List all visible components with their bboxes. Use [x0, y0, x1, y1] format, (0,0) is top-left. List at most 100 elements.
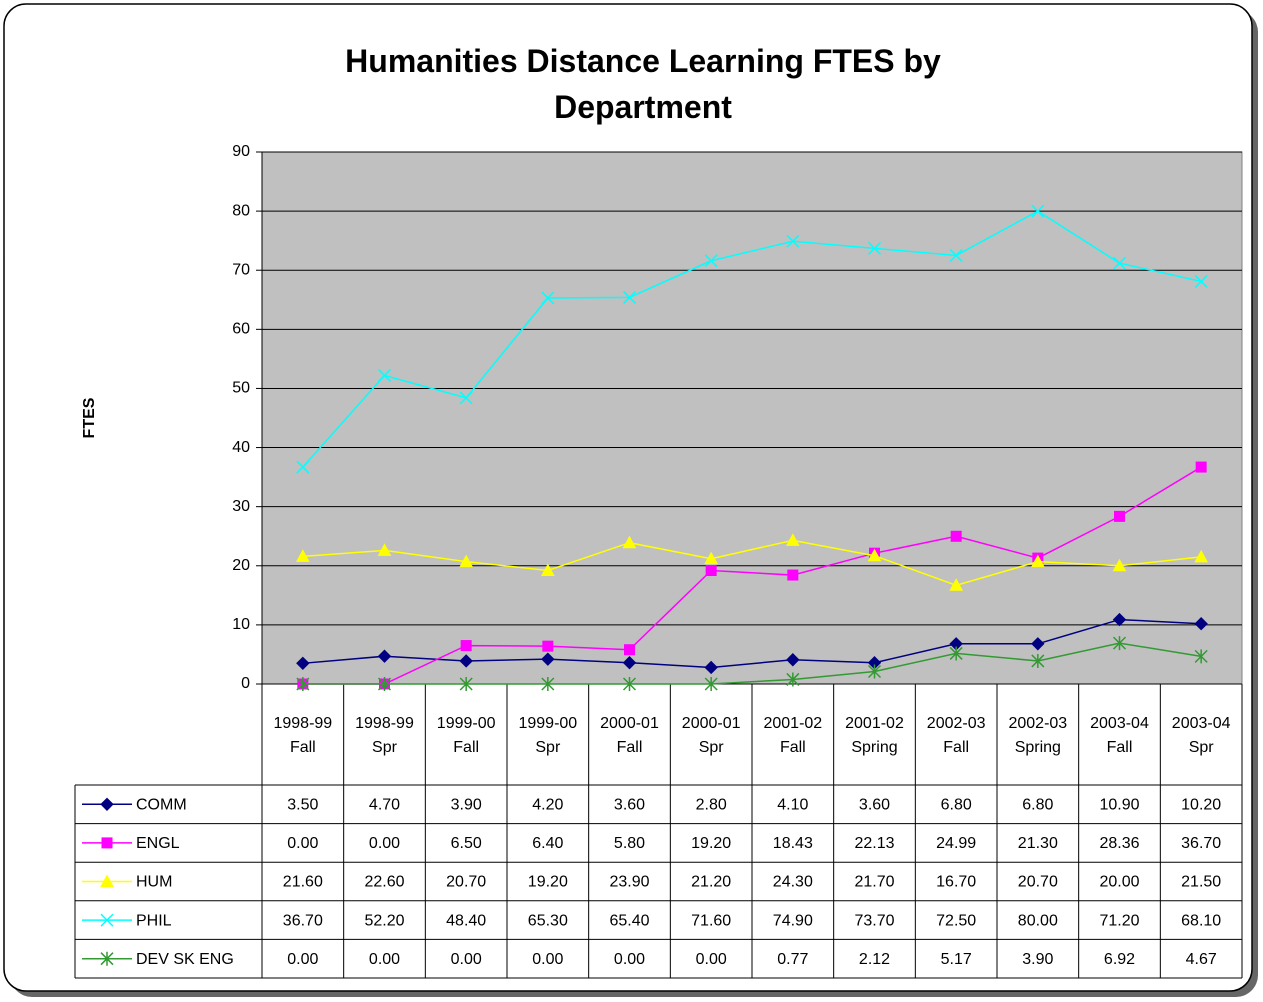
table-cell: 48.40: [446, 912, 486, 929]
table-cell: 36.70: [1181, 835, 1221, 852]
marker: [542, 640, 554, 652]
marker: [377, 543, 392, 556]
marker: [1194, 549, 1209, 563]
table-cell: 18.43: [773, 835, 813, 852]
marker: [1194, 616, 1208, 631]
table-cell: 6.80: [1022, 797, 1053, 814]
marker: [949, 578, 964, 591]
table-cell: 21.60: [283, 874, 323, 891]
table-cell: 10.20: [1181, 797, 1221, 814]
marker: [1031, 637, 1045, 651]
legend-marker: [100, 951, 114, 966]
marker: [704, 254, 718, 268]
table-cell: 21.20: [691, 874, 731, 891]
marker: [1194, 274, 1208, 288]
table-cell: 0.77: [777, 951, 808, 968]
table-cell: 21.50: [1181, 874, 1221, 891]
table-cell: 72.50: [936, 912, 976, 929]
table-cell: 4.70: [369, 797, 400, 814]
marker: [622, 677, 637, 691]
y-tick-label: 50: [232, 380, 250, 397]
table-cell: 3.90: [451, 797, 482, 814]
x-tick-label: 2002-03 Fall: [926, 714, 986, 756]
y-tick-label: 40: [232, 439, 250, 456]
marker: [541, 291, 555, 305]
x-tick-label: 2002-03 Spring: [1008, 714, 1068, 756]
table-cell: 28.36: [1099, 835, 1139, 852]
x-tick-label: 1998-99 Spr: [355, 714, 414, 756]
marker: [704, 551, 719, 565]
marker: [296, 460, 310, 474]
y-tick-label: 70: [232, 261, 250, 278]
marker: [459, 391, 473, 405]
table-cell: 80.00: [1018, 912, 1058, 929]
table-cell: 6.40: [532, 835, 563, 852]
table-cell: 68.10: [1181, 912, 1221, 929]
marker: [949, 646, 963, 661]
marker: [1112, 558, 1127, 572]
legend-label: DEV SK ENG: [136, 951, 234, 968]
marker: [1114, 510, 1125, 522]
table-cell: 2.12: [859, 951, 890, 968]
y-tick-label: 60: [232, 321, 250, 338]
y-tick-label: 90: [232, 143, 250, 160]
marker: [1030, 554, 1045, 568]
table-cell: 71.20: [1099, 912, 1139, 929]
marker: [624, 644, 635, 656]
marker: [1194, 649, 1208, 664]
legend-marker: [100, 797, 114, 812]
marker: [786, 234, 800, 248]
x-tick-label: 1999-00 Fall: [436, 714, 496, 756]
table-cell: 52.20: [364, 912, 404, 929]
marker: [1112, 612, 1127, 627]
x-tick-label: 2003-04 Spr: [1171, 714, 1231, 756]
marker: [460, 640, 472, 652]
marker: [296, 677, 310, 691]
plot-area: [261, 151, 1243, 685]
table-cell: 0.00: [451, 951, 482, 968]
table-cell: 3.50: [287, 797, 318, 814]
marker: [1112, 256, 1127, 270]
y-tick-label: 20: [232, 557, 250, 574]
table-cell: 16.70: [936, 874, 976, 891]
legend-marker: [101, 837, 113, 849]
marker: [1195, 461, 1207, 473]
marker: [541, 677, 555, 691]
series-line: [302, 466, 1202, 685]
table-cell: 19.20: [528, 874, 568, 891]
x-tick-label: 1998-99 Fall: [273, 714, 333, 756]
marker: [296, 656, 310, 671]
marker: [785, 533, 800, 546]
marker: [867, 664, 882, 679]
table-cell: 24.30: [773, 874, 813, 891]
marker: [867, 241, 882, 255]
marker: [1112, 636, 1127, 651]
marker: [705, 565, 717, 577]
marker: [787, 569, 799, 581]
table-cell: 22.13: [854, 835, 894, 852]
marker: [459, 677, 473, 691]
table-cell: 36.70: [283, 912, 323, 929]
table-cell: 0.00: [369, 951, 400, 968]
marker: [541, 652, 555, 666]
series-line: [302, 642, 1202, 685]
marker: [704, 660, 718, 675]
table-cell: 20.70: [1018, 874, 1058, 891]
marker: [459, 654, 473, 668]
series-line: [302, 539, 1202, 587]
table-cell: 0.00: [287, 951, 318, 968]
chart-title: Humanities Distance Learning FTES by Dep…: [345, 43, 941, 125]
marker: [622, 535, 637, 549]
table-cell: 4.10: [777, 797, 808, 814]
table-cell: 0.00: [614, 951, 645, 968]
data-table: [74, 683, 1243, 979]
marker: [1031, 653, 1045, 668]
legend-label: PHIL: [136, 912, 172, 929]
table-cell: 0.00: [696, 951, 727, 968]
y-tick-label: 80: [232, 202, 250, 219]
table-cell: 0.00: [287, 835, 318, 852]
table-cell: 65.30: [528, 912, 568, 929]
series-line: [302, 210, 1202, 468]
